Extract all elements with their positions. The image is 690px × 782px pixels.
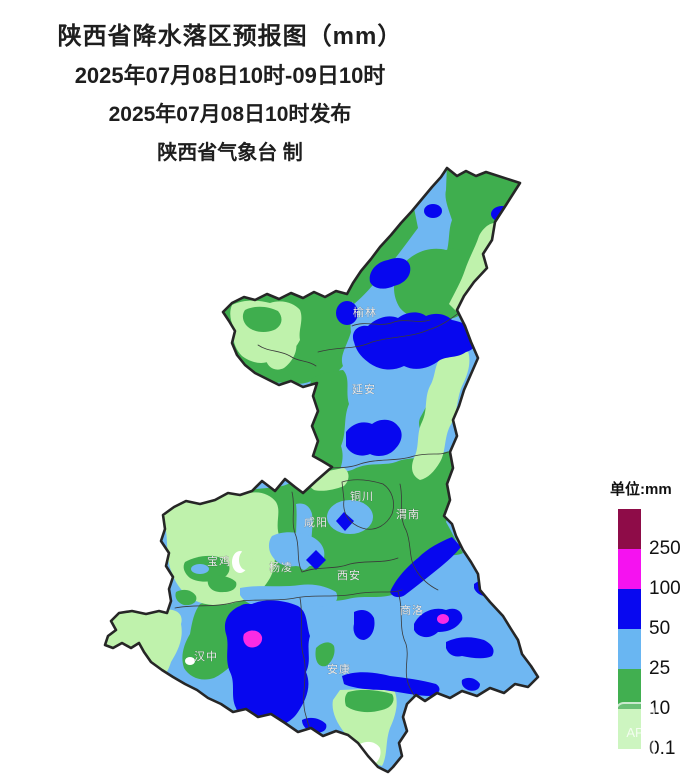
rain-region	[461, 677, 480, 691]
rain-region	[369, 258, 411, 289]
legend-segment: 0.1	[618, 709, 675, 759]
rain-region	[336, 512, 354, 531]
legend-tick-label: 25	[649, 658, 671, 679]
rain-region	[342, 672, 440, 696]
city-label: 延安	[352, 382, 376, 396]
legend-title: 单位:mm	[610, 481, 672, 498]
agency-credit: 陕西省气象台 制	[157, 142, 303, 164]
boundary-line	[312, 451, 449, 471]
boundary-line	[299, 597, 313, 735]
rain-region	[344, 689, 394, 713]
rain-region	[449, 222, 497, 312]
legend-tick-label: 100	[649, 578, 681, 599]
city-label: 杨凌	[269, 560, 293, 574]
city-label: 商洛	[400, 603, 424, 617]
rain-region	[390, 537, 461, 598]
header: 陕西省降水落区预报图（mm） 2025年07月08日10时-09日10时 202…	[0, 16, 460, 165]
boundary-line	[399, 483, 439, 591]
rain-region	[347, 208, 418, 304]
watermark: AP	[615, 702, 655, 762]
rain-region	[175, 589, 197, 606]
rain-region	[353, 610, 375, 640]
rain-region	[437, 614, 449, 624]
legend-tick-label: 250	[649, 538, 681, 559]
legend-tick-label: 0.1	[649, 738, 676, 759]
boundary-line	[317, 311, 461, 353]
boundary-line	[257, 344, 317, 367]
valid-period: 2025年07月08日10时-09日10时	[74, 63, 386, 88]
rain-region	[243, 630, 263, 648]
watermark-text: AP	[626, 724, 644, 740]
legend-segment: 50	[618, 589, 670, 639]
rain-region	[352, 312, 478, 370]
legend-segment: 25	[618, 629, 670, 679]
rain-region	[309, 370, 349, 484]
rain-region	[306, 550, 326, 570]
rain-region	[346, 419, 402, 456]
rain-region	[207, 575, 237, 593]
boundary-line	[291, 491, 399, 573]
rain-region	[336, 301, 358, 325]
province-outline	[103, 166, 540, 774]
rain-regions-magenta	[243, 614, 449, 648]
rain-region	[491, 206, 513, 222]
issue-time: 2025年07月08日10时发布	[108, 103, 352, 126]
rain-region	[446, 637, 494, 659]
legend-segment: 250	[618, 509, 681, 559]
rain-region	[191, 564, 209, 574]
rain-region	[424, 204, 442, 218]
rain-region	[239, 550, 253, 570]
rain-region	[412, 344, 470, 480]
rain-region	[414, 608, 463, 638]
province-fill-layers	[105, 168, 538, 772]
city-label: 汉中	[194, 650, 218, 663]
city-label: 铜川	[350, 489, 374, 503]
city-label: 榆林	[353, 305, 377, 319]
boundary-line	[351, 319, 431, 327]
rain-region	[242, 306, 282, 333]
page-title: 陕西省降水落区预报图（mm）	[57, 23, 403, 50]
legend-tick-label: 50	[649, 618, 671, 639]
prefecture-boundaries	[174, 311, 461, 735]
rain-region	[224, 600, 310, 726]
rain-region	[185, 657, 195, 665]
city-label: 咸阳	[304, 516, 328, 529]
city-label: 宝鸡	[207, 554, 231, 568]
city-label: 西安	[337, 568, 361, 582]
city-label: 安康	[327, 662, 351, 676]
boundary-line	[341, 479, 394, 530]
legend-segment: 100	[618, 549, 681, 599]
rain-region	[315, 642, 335, 667]
rain-region	[308, 468, 349, 491]
legend-colorbar: 250 100 50 25 10 0.1	[618, 509, 681, 759]
city-label: 渭南	[396, 508, 420, 521]
rain-region	[327, 500, 373, 534]
boundary-line	[174, 589, 403, 609]
legend: 单位:mm 250 100 50 25 10 0.1	[608, 478, 690, 759]
